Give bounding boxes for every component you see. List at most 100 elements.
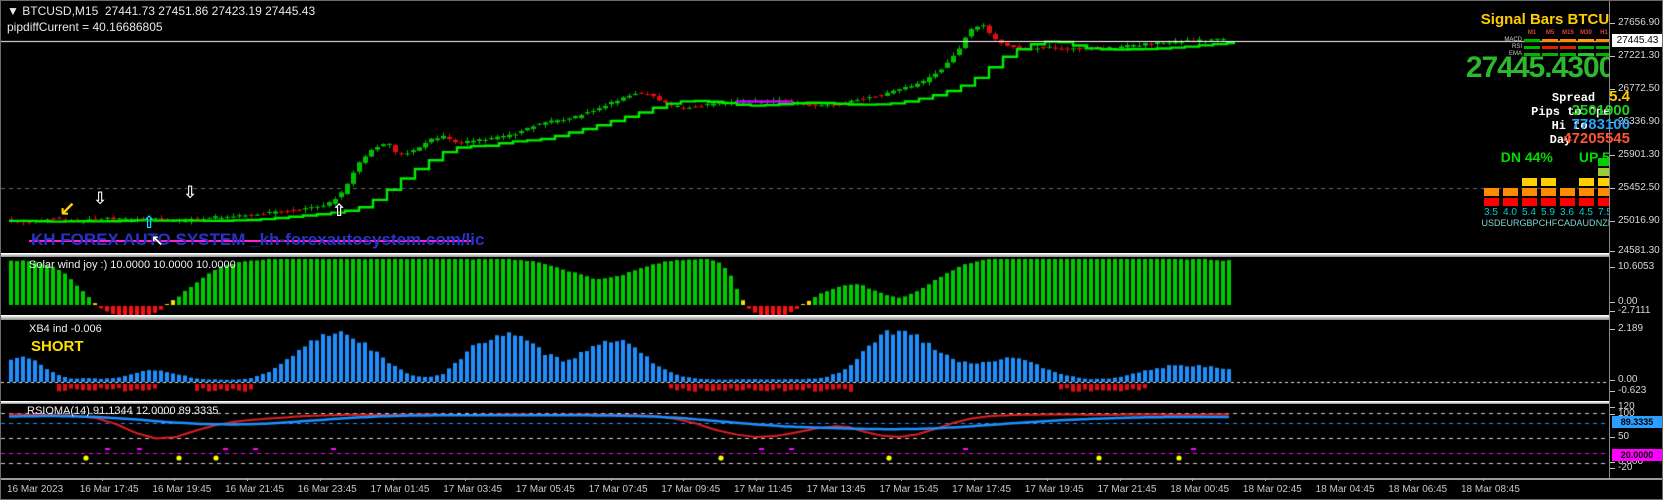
time-tick xyxy=(247,478,249,481)
indicator-row-label: EMA xyxy=(1508,51,1522,57)
currency-code: EUR xyxy=(1500,218,1520,228)
signal-cell xyxy=(1560,52,1576,56)
currency-code: CHF xyxy=(1538,218,1558,228)
xb4-scale-value: 2.189 xyxy=(1618,323,1644,334)
time-axis-label: 18 Mar 08:45 xyxy=(1461,484,1520,495)
panel-splitter[interactable] xyxy=(1,401,1609,404)
strength-bars xyxy=(1559,156,1575,206)
signal-info-label: Spread xyxy=(1551,91,1596,105)
timeframe-label: M15 xyxy=(1562,30,1574,36)
time-axis-label: 17 Mar 01:45 xyxy=(370,484,430,495)
timeframe-label: M1 xyxy=(1527,30,1537,36)
strength-column-usd: 3.5 USD xyxy=(1482,156,1501,228)
time-axis-label: 17 Mar 03:45 xyxy=(443,484,503,495)
pipdiff-readout: pipdiffCurrent = 40.16686805 xyxy=(7,20,163,34)
strength-column-chf: 5.9 CHF xyxy=(1538,156,1558,228)
xb4-scale-value: 0.00 xyxy=(1618,374,1638,385)
time-axis-separator xyxy=(1,478,1662,480)
signal-panel-title: Signal Bars BTCUSD xyxy=(1480,11,1630,28)
time-axis-label: 18 Mar 00:45 xyxy=(1170,484,1230,495)
signal-info-rows: Spread 5.4 Pips to Open 3501900 Hi to 7783100… xyxy=(1531,88,1630,147)
scale-tick xyxy=(1610,380,1615,381)
indicator-row-label: MACD xyxy=(1504,37,1522,43)
signal-cell xyxy=(1560,38,1576,42)
signal-cell xyxy=(1596,52,1612,56)
xb4-signal-text: SHORT xyxy=(31,338,84,355)
watermark-text: KH FOREX AUTO SYSTEM _kh-forexautosystem… xyxy=(31,230,485,249)
time-tick xyxy=(756,478,757,481)
rsioma-scale-value: 0.000 xyxy=(1618,456,1644,467)
time-tick xyxy=(1119,478,1121,481)
strength-bars xyxy=(1502,156,1518,206)
main-price-chart[interactable] xyxy=(1,1,1609,253)
time-axis-label: 18 Mar 02:45 xyxy=(1242,484,1302,495)
scale-tick xyxy=(1610,188,1615,189)
strength-segment xyxy=(1578,178,1594,186)
scale-tick xyxy=(1610,391,1615,392)
rsioma-scale-value: 120 xyxy=(1618,401,1635,412)
strength-segment xyxy=(1597,158,1613,166)
time-tick xyxy=(319,478,321,481)
rsioma-scale-value: -20 xyxy=(1618,462,1633,473)
rsioma-blue-level-box: 89.3335 xyxy=(1612,416,1662,428)
solar-scale-value: 10.6053 xyxy=(1618,261,1655,272)
time-axis[interactable]: 16 Mar 2023 16 Mar 17:45 16 Mar 19:45 16 Ma… xyxy=(1,478,1662,499)
time-tick xyxy=(392,478,394,481)
strength-segment xyxy=(1597,188,1613,196)
panel-splitter[interactable] xyxy=(1,315,1609,320)
strength-segment xyxy=(1483,188,1499,196)
panel-splitter[interactable] xyxy=(1,253,1609,257)
price-scale-value: 27221.30 xyxy=(1618,50,1660,61)
price-scale-value: 25901.30 xyxy=(1618,149,1660,160)
rsioma-magenta-level-box: 20.0000 xyxy=(1612,449,1662,461)
signal-info-row: Day 47205545 xyxy=(1550,130,1630,147)
strength-segment xyxy=(1540,188,1556,196)
solar-scale-value: 0.00 xyxy=(1618,296,1638,307)
time-tick xyxy=(683,478,685,481)
time-tick xyxy=(1410,478,1412,481)
strength-segment xyxy=(1559,198,1575,206)
dropdown-icon[interactable]: ▼ xyxy=(7,4,19,18)
time-axis-label: 17 Mar 05:45 xyxy=(515,484,575,495)
scale-tick xyxy=(1610,414,1615,415)
signal-info-value: 47205545 xyxy=(1563,130,1630,147)
rsioma-indicator-chart[interactable] xyxy=(1,404,1609,478)
time-tick xyxy=(1483,478,1484,481)
currency-code: AUD xyxy=(1576,218,1596,228)
strength-bars xyxy=(1483,156,1499,206)
scale-tick xyxy=(1610,407,1615,408)
timeframe-label: H1 xyxy=(1600,30,1608,36)
solar-wind-indicator-chart[interactable] xyxy=(1,257,1609,315)
solar-scale-value: -2.7111 xyxy=(1618,305,1651,316)
strength-segment xyxy=(1540,198,1556,206)
signal-cell xyxy=(1578,38,1594,42)
strength-bars xyxy=(1521,156,1537,206)
scale-tick xyxy=(1610,23,1615,24)
xb4-indicator-chart[interactable] xyxy=(1,320,1609,401)
scale-tick xyxy=(1610,329,1615,330)
rsioma-scale-value: 100 xyxy=(1618,408,1635,419)
strength-value: 3.5 xyxy=(1484,207,1498,218)
xb4-scale-value: -0.623 xyxy=(1618,385,1647,396)
time-axis-label: 18 Mar 06:45 xyxy=(1388,484,1448,495)
signal-cell xyxy=(1578,45,1594,49)
time-tick xyxy=(1192,478,1194,481)
time-tick xyxy=(29,478,30,481)
time-axis-label: 17 Mar 19:45 xyxy=(1024,484,1084,495)
scale-tick xyxy=(1610,311,1615,312)
strength-segment xyxy=(1578,188,1594,196)
chart-symbol-title: ▼ BTCUSD,M15 27441.73 27451.86 27423.19 … xyxy=(7,4,315,19)
time-axis-label: 16 Mar 2023 xyxy=(7,484,64,495)
rsioma-scale-value: 50 xyxy=(1618,431,1630,442)
time-tick xyxy=(610,478,612,481)
strength-segment xyxy=(1521,198,1537,206)
timeframe-label: M5 xyxy=(1545,30,1555,36)
solar-wind-label: Solar wind joy :) 10.0000 10.0000 10.000… xyxy=(29,259,236,271)
signal-cell xyxy=(1560,45,1576,49)
signal-info-label: Hi to xyxy=(1551,119,1588,133)
strength-bars xyxy=(1578,156,1594,206)
strength-value: 4.0 xyxy=(1503,207,1517,218)
signal-info-row: Spread 5.4 xyxy=(1551,88,1630,105)
price-scale[interactable]: 27656.90 27221.30 26772.50 26336.90 25901.30… xyxy=(1609,1,1662,478)
time-axis-label: 16 Mar 21:45 xyxy=(225,484,285,495)
